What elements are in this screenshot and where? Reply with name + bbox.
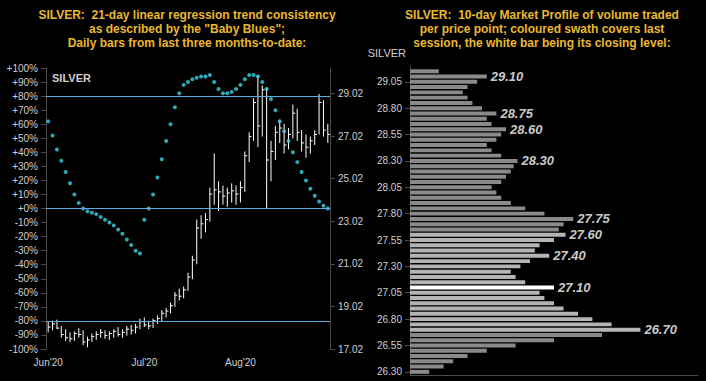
svg-text:Jul'20: Jul'20 [131,357,157,368]
svg-text:27.30: 27.30 [377,261,402,272]
svg-text:-50%: -50% [15,273,38,284]
svg-text:-30%: -30% [15,245,38,256]
svg-text:+80%: +80% [12,91,38,102]
svg-text:+90%: +90% [12,77,38,88]
svg-text:SILVER: 10-day Market Profile: SILVER: 10-day Market Profile of volume … [405,8,679,22]
svg-text:SILVER: 21-day linear regress: SILVER: 21-day linear regression trend c… [38,8,336,22]
svg-text:28.30: 28.30 [377,155,402,166]
svg-text:17.02: 17.02 [338,344,363,355]
svg-text:Jun'20: Jun'20 [34,357,64,368]
svg-text:-90%: -90% [15,329,38,340]
svg-text:29.02: 29.02 [338,88,363,99]
svg-text:27.75: 27.75 [576,211,610,226]
svg-text:as described by the "Baby Blue: as described by the "Baby Blues"; [89,22,285,36]
svg-text:27.02: 27.02 [338,131,363,142]
svg-text:29.10: 29.10 [490,69,524,84]
svg-text:-40%: -40% [15,259,38,270]
svg-text:-70%: -70% [15,301,38,312]
svg-text:27.10: 27.10 [557,280,591,295]
svg-text:27.55: 27.55 [377,235,402,246]
svg-text:+20%: +20% [12,175,38,186]
svg-text:-10%: -10% [15,217,38,228]
svg-text:27.40: 27.40 [552,248,586,263]
svg-text:28.60: 28.60 [509,122,543,137]
svg-text:27.60: 27.60 [569,227,603,242]
svg-text:+10%: +10% [12,189,38,200]
svg-text:Daily bars from last three mon: Daily bars from last three months-to-dat… [68,36,307,50]
svg-text:+50%: +50% [12,133,38,144]
svg-text:26.80: 26.80 [377,314,402,325]
svg-text:session, the white bar being i: session, the white bar being its closing… [413,36,670,50]
svg-text:27.05: 27.05 [377,287,402,298]
svg-text:26.55: 26.55 [377,340,402,351]
svg-text:28.80: 28.80 [377,103,402,114]
svg-text:+70%: +70% [12,105,38,116]
svg-text:23.02: 23.02 [338,216,363,227]
svg-text:-80%: -80% [15,315,38,326]
svg-text:29.05: 29.05 [377,76,402,87]
svg-text:-60%: -60% [15,287,38,298]
svg-text:26.30: 26.30 [377,366,402,377]
svg-text:27.80: 27.80 [377,208,402,219]
svg-text:19.02: 19.02 [338,301,363,312]
svg-text:+30%: +30% [12,161,38,172]
svg-text:28.30: 28.30 [521,153,555,168]
svg-text:-100%: -100% [9,344,38,355]
svg-text:28.55: 28.55 [377,129,402,140]
svg-text:+0%: +0% [18,203,38,214]
svg-text:SILVER: SILVER [52,72,91,84]
svg-text:26.70: 26.70 [643,322,677,337]
svg-text:28.05: 28.05 [377,182,402,193]
svg-text:21.02: 21.02 [338,258,363,269]
svg-text:28.75: 28.75 [499,106,533,121]
svg-text:25.02: 25.02 [338,173,363,184]
svg-text:per price point; coloured swat: per price point; coloured swath covers l… [420,22,665,36]
svg-text:+60%: +60% [12,119,38,130]
svg-text:-20%: -20% [15,231,38,242]
svg-text:SILVER: SILVER [368,47,406,59]
svg-text:+100%: +100% [7,63,39,74]
svg-text:+40%: +40% [12,147,38,158]
svg-text:Aug'20: Aug'20 [225,357,256,368]
